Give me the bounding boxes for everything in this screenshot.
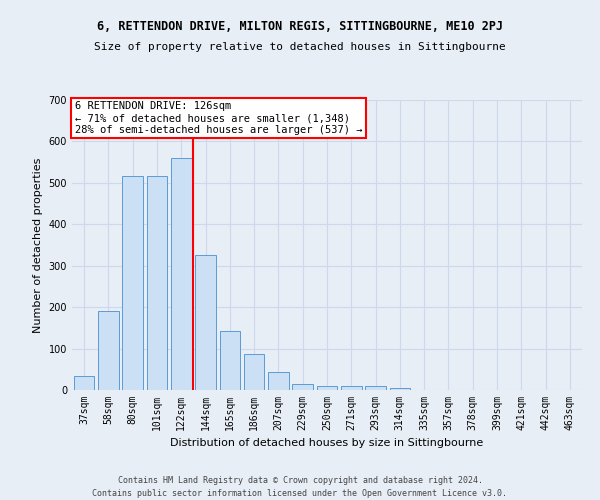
Bar bbox=[244, 354, 265, 390]
Text: 6, RETTENDON DRIVE, MILTON REGIS, SITTINGBOURNE, ME10 2PJ: 6, RETTENDON DRIVE, MILTON REGIS, SITTIN… bbox=[97, 20, 503, 33]
Bar bbox=[98, 312, 119, 390]
Bar bbox=[122, 176, 143, 390]
Bar bbox=[74, 376, 94, 390]
Bar bbox=[220, 331, 240, 390]
Bar bbox=[365, 386, 386, 390]
Bar bbox=[317, 386, 337, 390]
Bar bbox=[195, 254, 216, 390]
Y-axis label: Number of detached properties: Number of detached properties bbox=[33, 158, 43, 332]
Bar bbox=[268, 372, 289, 390]
Bar bbox=[171, 158, 191, 390]
Text: 6 RETTENDON DRIVE: 126sqm
← 71% of detached houses are smaller (1,348)
28% of se: 6 RETTENDON DRIVE: 126sqm ← 71% of detac… bbox=[74, 102, 362, 134]
Bar bbox=[292, 384, 313, 390]
Bar bbox=[146, 176, 167, 390]
X-axis label: Distribution of detached houses by size in Sittingbourne: Distribution of detached houses by size … bbox=[170, 438, 484, 448]
Text: Size of property relative to detached houses in Sittingbourne: Size of property relative to detached ho… bbox=[94, 42, 506, 52]
Bar bbox=[341, 386, 362, 390]
Bar bbox=[389, 388, 410, 390]
Text: Contains HM Land Registry data © Crown copyright and database right 2024.
Contai: Contains HM Land Registry data © Crown c… bbox=[92, 476, 508, 498]
